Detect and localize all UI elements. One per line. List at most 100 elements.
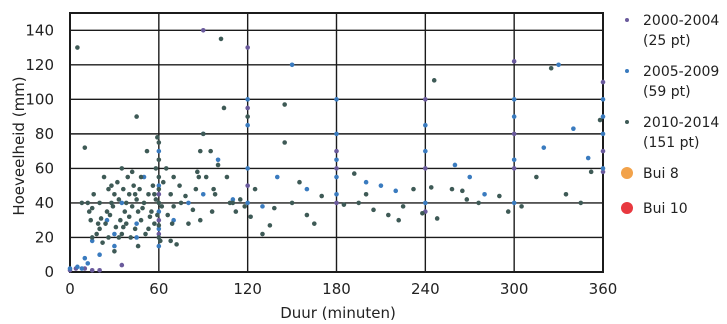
data-point [134,114,139,119]
data-point [100,240,105,245]
data-point [82,255,88,261]
data-point [230,197,236,202]
data-points [67,27,606,273]
data-point [158,238,163,244]
data-point [563,192,569,197]
data-point [119,262,125,268]
data-point [129,169,135,175]
data-point [272,205,277,211]
y-tick-label: 60 [35,159,54,177]
y-tick-label: 140 [25,21,54,39]
data-point [123,221,129,226]
data-point [267,223,273,228]
data-point [168,238,173,244]
data-point [89,267,95,273]
data-point [252,186,258,192]
data-point [497,193,502,199]
x-tick-label: 240 [411,280,440,298]
y-tick-label: 120 [25,56,54,74]
data-point [156,192,162,197]
data-point [193,186,199,192]
legend-label: 2010-2014 [643,115,719,131]
legend-count: (59 pt) [643,84,691,100]
data-point [103,221,108,226]
data-point [97,267,102,273]
data-point [109,200,114,206]
data-point [107,212,113,218]
data-point [171,174,176,180]
data-point [211,186,216,192]
data-point [242,204,248,209]
data-point [334,166,339,171]
data-point [423,122,428,128]
data-point [519,204,524,209]
legend-label: Bui 10 [643,201,688,217]
x-tick-label: 180 [322,280,351,298]
data-point [215,162,221,168]
legend-marker [621,202,633,214]
data-point [378,183,384,188]
data-point [85,261,91,266]
data-point [123,200,129,206]
data-point [88,217,94,223]
data-point [113,224,119,230]
y-tick-label: 80 [35,125,54,143]
y-axis-label: Hoeveelheid (mm) [10,76,28,215]
data-point [245,97,250,102]
data-point [97,252,102,258]
data-point [106,186,111,192]
legend-count: (25 pt) [643,33,691,49]
data-point [215,157,221,163]
data-point [282,102,287,107]
data-point [155,135,160,140]
data-point [386,212,391,218]
data-point [122,209,128,214]
data-point [511,166,517,171]
data-point [104,209,110,214]
data-point [548,65,554,71]
data-point [423,200,428,206]
data-point [85,200,91,206]
data-point [197,217,203,223]
data-point [245,105,250,111]
data-point [150,183,156,188]
data-point [116,197,122,202]
data-point [146,226,151,232]
data-point [160,179,166,185]
data-point [67,266,73,271]
data-point [186,221,191,226]
data-point [411,186,416,192]
data-point [556,62,561,68]
data-point [245,166,250,171]
data-point [452,162,458,168]
data-point [578,200,584,206]
data-point [156,235,162,240]
data-point [138,217,144,223]
data-point [274,174,280,180]
legend-item: 2010-2014 (151 pt) [625,115,719,151]
data-point [585,155,591,161]
data-point [152,221,157,226]
data-point [431,78,437,83]
data-point [356,200,362,206]
data-point [119,231,125,237]
data-point [112,243,117,249]
data-point [186,200,191,206]
data-point [169,221,175,226]
data-point [141,200,147,206]
data-point [121,186,126,192]
y-tick-label: 0 [44,263,54,281]
data-point [511,114,517,119]
data-point [138,174,144,180]
x-tick-label: 300 [500,280,529,298]
data-point [534,174,539,180]
data-point [304,186,310,192]
data-point [95,221,101,226]
data-point [98,216,104,221]
data-point [311,221,317,226]
data-point [363,192,369,197]
data-point [118,217,123,223]
legend-item: Bui 8 [621,166,679,182]
data-point [237,197,243,202]
data-point [600,79,606,85]
